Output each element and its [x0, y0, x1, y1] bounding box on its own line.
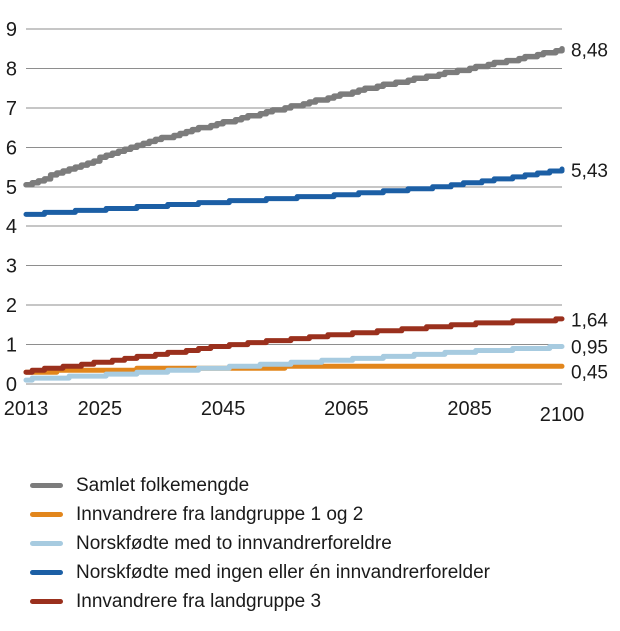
x-tick-label: 2025 — [78, 398, 123, 420]
y-tick-label: 2 — [6, 295, 17, 317]
y-tick-label: 9 — [6, 19, 17, 41]
legend-label: Innvandrere fra landgruppe 3 — [76, 591, 322, 612]
end-value-label-norskfodte-to-innvandrerforeldre: 0,95 — [571, 338, 608, 359]
y-tick-label: 7 — [6, 98, 17, 120]
end-value-label-innvandrere-landgruppe-1-2: 0,45 — [571, 363, 608, 384]
legend-swatch-icon — [30, 570, 63, 575]
y-tick-label: 8 — [6, 58, 17, 80]
end-value-label-norskfodte-ingen-en-innvandrerforelder: 5,43 — [571, 161, 608, 182]
y-tick-label: 1 — [6, 335, 17, 357]
y-tick-label: 6 — [6, 137, 17, 159]
legend-swatch-icon — [30, 541, 63, 546]
series-line-norskfodte-ingen-en-innvandrerforelder — [23, 166, 565, 217]
end-value-label-samlet-folkemengde: 8,48 — [571, 41, 608, 62]
legend-label: Samlet folkemengde — [76, 475, 250, 496]
legend-item-innvandrere-landgruppe-3: Innvandrere fra landgruppe 3 — [30, 587, 490, 616]
line-chart: 0 1 2 3 4 5 6 7 8 9 2013 2025 2045 2065 2085 2100 8,48 5,… — [4, 19, 609, 426]
legend-swatch-icon — [30, 599, 63, 604]
end-value-label-innvandrere-landgruppe-3: 1,64 — [571, 310, 608, 331]
y-tick-label: 4 — [6, 216, 17, 238]
legend-item-norskfodte-to-innvandrerforeldre: Norskfødte med to innvandrerforeldre — [30, 529, 490, 558]
legend-item-samlet-folkemengde: Samlet folkemengde — [30, 471, 490, 500]
y-tick-label: 3 — [6, 256, 17, 278]
legend-label: Innvandrere fra landgruppe 1 og 2 — [76, 504, 364, 525]
x-tick-label: 2013 — [4, 398, 49, 420]
chart-legend: Samlet folkemengde Innvandrere fra landgr… — [30, 471, 490, 616]
x-tick-label: 2065 — [324, 398, 369, 420]
legend-swatch-icon — [30, 512, 63, 517]
series-line-norskfodte-to-innvandrerforeldre — [23, 344, 565, 383]
series-line-innvandrere-landgruppe-3 — [23, 316, 565, 375]
x-tick-label: 2045 — [201, 398, 246, 420]
series-line-innvandrere-landgruppe-1-2 — [23, 363, 565, 375]
legend-item-norskfodte-ingen-en-innvandrerforelder: Norskfødte med ingen eller én innvandrer… — [30, 558, 490, 587]
legend-swatch-icon — [30, 483, 63, 488]
series-line-samlet-folkemengde — [23, 45, 565, 188]
legend-label: Norskfødte med to innvandrerforeldre — [76, 533, 392, 554]
legend-item-innvandrere-landgruppe-1-2: Innvandrere fra landgruppe 1 og 2 — [30, 500, 490, 529]
x-tick-label: 2085 — [447, 398, 492, 420]
legend-label: Norskfødte med ingen eller én innvandrer… — [76, 562, 490, 583]
y-tick-label: 0 — [6, 374, 17, 396]
y-tick-label: 5 — [6, 177, 17, 199]
x-tick-label: 2100 — [540, 404, 585, 426]
